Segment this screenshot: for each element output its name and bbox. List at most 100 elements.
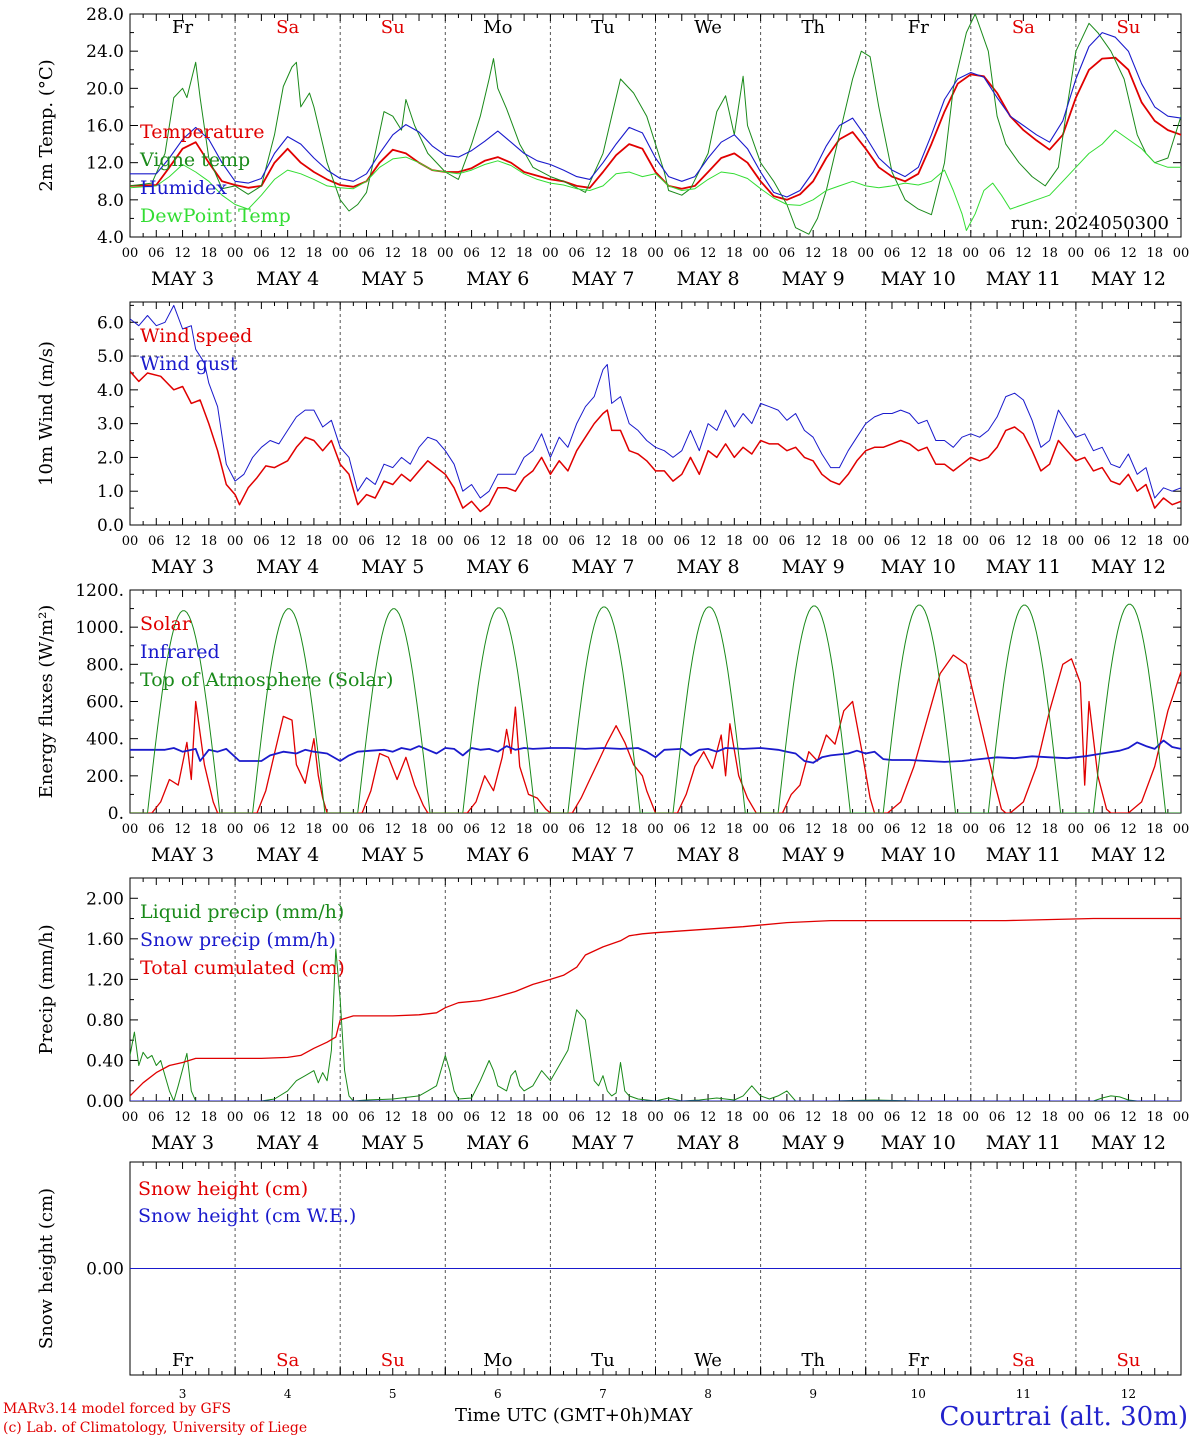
y-tick-label: 4.0 (97, 228, 124, 248)
date-label: MAY 5 (361, 844, 424, 866)
hour-label: 18 (201, 822, 218, 837)
hour-label: 12 (910, 822, 927, 837)
hour-label: 06 (989, 822, 1006, 837)
hour-label: 18 (831, 534, 848, 549)
temperature-panel: 4.0 8.0 12.0 16.0 20.0 24.0 28.0 2m Temp. (°C) T… (36, 5, 1190, 290)
hour-label: 06 (674, 534, 691, 549)
series-line (130, 56, 1181, 201)
hour-label: 00 (752, 246, 769, 261)
hour-label: 06 (989, 534, 1006, 549)
date-label: MAY 11 (986, 268, 1061, 290)
hour-label: 06 (1094, 534, 1111, 549)
hour-label: 18 (1041, 534, 1058, 549)
hour-label: 12 (595, 534, 612, 549)
date-label: MAY 12 (1091, 556, 1166, 578)
hour-label: 12 (174, 822, 191, 837)
hour-label: 18 (831, 1110, 848, 1125)
hour-label: 00 (332, 1110, 349, 1125)
hour-label: 12 (279, 1110, 296, 1125)
y-tick-label: 16.0 (86, 117, 124, 137)
y-axis-label: 10m Wind (m/s) (36, 341, 57, 486)
hour-label: 12 (490, 1110, 507, 1125)
date-label: MAY 4 (256, 268, 319, 290)
hour-label: 18 (306, 822, 323, 837)
weekday-label: Su (1116, 1350, 1140, 1371)
hour-label: 18 (726, 1110, 743, 1125)
y-tick-label: 6.0 (97, 313, 124, 333)
hour-label: 06 (674, 1110, 691, 1125)
hour-label: 06 (884, 822, 901, 837)
y-tick-label: 1.20 (86, 970, 124, 990)
hour-label: 06 (568, 534, 585, 549)
day-number: 10 (911, 1387, 926, 1401)
hour-label: 12 (1120, 246, 1137, 261)
hour-label: 00 (963, 534, 980, 549)
date-label: MAY 8 (677, 1132, 740, 1154)
legend-entry: Temperature (140, 121, 264, 143)
hour-label: 12 (805, 246, 822, 261)
hour-label: 18 (516, 822, 533, 837)
hour-label: 06 (884, 1110, 901, 1125)
weekday-label: Mo (483, 1350, 512, 1371)
hour-label: 00 (227, 534, 244, 549)
date-label: MAY 7 (571, 268, 634, 290)
hour-label: 06 (253, 822, 270, 837)
hour-label: 18 (831, 246, 848, 261)
time-axis-text: Time UTC (GMT+0h) (455, 1405, 650, 1426)
hour-label: 00 (1173, 822, 1190, 837)
date-label: MAY 11 (986, 844, 1061, 866)
hour-label: 18 (411, 246, 428, 261)
station-name: Courtrai (alt. 30m) (939, 1402, 1189, 1432)
weekday-label: Fr (172, 1350, 193, 1371)
date-label: MAY 6 (466, 556, 529, 578)
series-line (130, 917, 1181, 1097)
hour-label: 12 (910, 534, 927, 549)
hour-label: 12 (910, 1110, 927, 1125)
legend-entry: Liquid precip (mm/h) (140, 901, 344, 923)
hour-label: 06 (568, 1110, 585, 1125)
hour-label: 12 (1120, 1110, 1137, 1125)
date-label: MAY 9 (782, 268, 845, 290)
weekday-label: Fr (908, 1350, 929, 1371)
plot-frame (129, 589, 1182, 814)
series-line (130, 14, 1181, 235)
hour-label: 18 (726, 534, 743, 549)
hour-label: 18 (306, 534, 323, 549)
hour-label: 00 (1173, 246, 1190, 261)
y-tick-label: 0.0 (97, 516, 124, 536)
hour-label: 00 (332, 534, 349, 549)
date-label: MAY 10 (881, 844, 956, 866)
hour-label: 00 (1173, 1110, 1190, 1125)
weekday-label: Th (801, 1350, 825, 1371)
wind-panel: 0.0 1.0 2.0 3.0 4.0 5.0 6.0 10m Wind (m/s) Wind … (36, 301, 1189, 578)
hour-label: 00 (647, 534, 664, 549)
legend-entry: Wind gust (140, 353, 238, 375)
hour-label: 12 (595, 822, 612, 837)
hour-label: 06 (779, 1110, 796, 1125)
hour-label: 06 (1094, 246, 1111, 261)
day-number: 4 (284, 1387, 292, 1401)
date-label: MAY 6 (466, 268, 529, 290)
date-label: MAY 9 (782, 556, 845, 578)
hour-label: 18 (201, 246, 218, 261)
hour-label: 18 (621, 1110, 638, 1125)
hour-label: 12 (279, 822, 296, 837)
hour-label: 18 (621, 246, 638, 261)
hour-label: 18 (1146, 246, 1163, 261)
hour-label: 12 (1120, 534, 1137, 549)
hour-label: 18 (201, 1110, 218, 1125)
hour-label: 06 (148, 246, 165, 261)
hour-label: 00 (963, 822, 980, 837)
hour-label: 00 (437, 246, 454, 261)
hour-label: 00 (963, 1110, 980, 1125)
hour-label: 12 (805, 1110, 822, 1125)
y-tick-label: 400. (86, 730, 124, 750)
hour-label: 00 (1068, 1110, 1085, 1125)
hour-label: 12 (1120, 822, 1137, 837)
weekday-label: Sa (276, 17, 299, 38)
date-label: MAY 4 (256, 844, 319, 866)
hour-label: 18 (516, 246, 533, 261)
plot-frame (129, 301, 1182, 526)
hour-label: 06 (148, 1110, 165, 1125)
hour-label: 00 (332, 246, 349, 261)
